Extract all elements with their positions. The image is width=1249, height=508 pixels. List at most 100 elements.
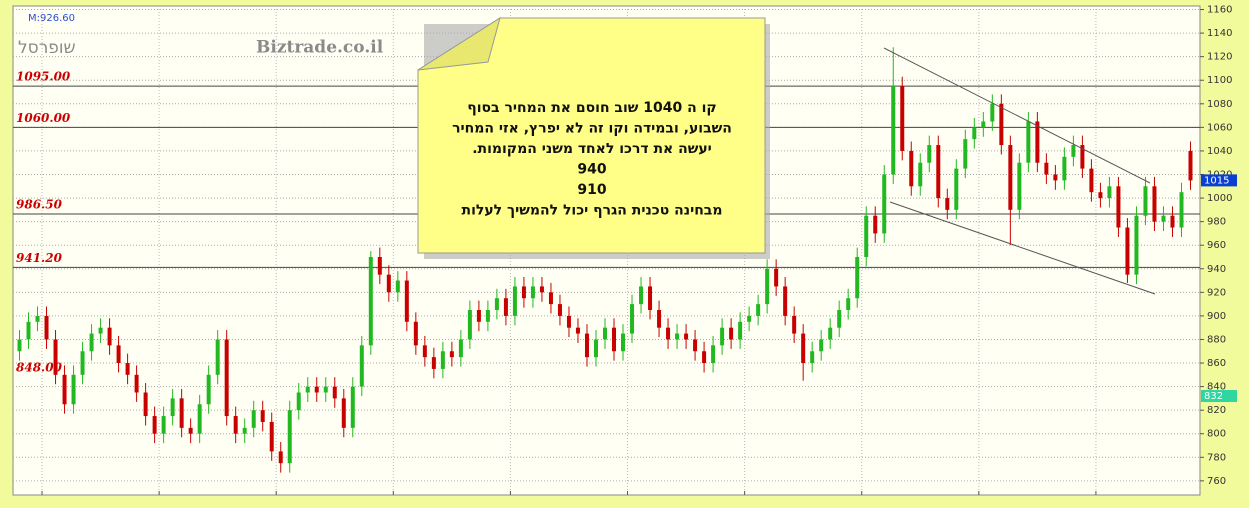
candle-body	[1089, 168, 1094, 193]
y-tick-label: 960	[1207, 240, 1226, 251]
candle-body	[242, 427, 247, 434]
note-line: מבחינה טכנית הגרף יכול להמשיך לעלות	[462, 203, 723, 219]
candle-body	[449, 351, 454, 358]
level-label: 986.50	[16, 197, 63, 211]
y-tick-label: 940	[1207, 264, 1226, 275]
candle-body	[873, 215, 878, 234]
candle-body	[413, 321, 418, 346]
candle-body	[684, 333, 689, 340]
candle-body	[251, 410, 256, 428]
candle-body	[738, 321, 743, 340]
candle-body	[1062, 156, 1067, 181]
candle-body	[936, 145, 941, 199]
note-line: השבוע, ובמידה וקו זה לא יפרץ, אזי המחיר	[452, 121, 732, 137]
candle-body	[1098, 192, 1103, 199]
candle-body	[269, 421, 274, 452]
symbol: שופרסל	[18, 38, 76, 58]
price-tag-label: 1015	[1204, 175, 1229, 186]
candle-body	[233, 416, 238, 434]
candle-body	[963, 139, 968, 169]
candle-body	[1044, 162, 1049, 175]
y-tick-label: 860	[1207, 358, 1226, 369]
candle-body	[116, 345, 121, 364]
candle-body	[467, 310, 472, 340]
candle-body	[44, 315, 49, 340]
candle-body	[17, 339, 22, 352]
candle-body	[990, 103, 995, 122]
candle-body	[224, 339, 229, 417]
candle-body	[341, 398, 346, 428]
candle-body	[855, 256, 860, 299]
candle-body	[71, 374, 76, 405]
note-line: 910	[577, 182, 606, 198]
candles	[17, 47, 1193, 473]
candle-body	[494, 298, 499, 311]
candle-body	[359, 345, 364, 387]
candle-body	[179, 398, 184, 428]
y-tick-label: 1160	[1207, 5, 1232, 16]
y-tick-label: 1140	[1207, 28, 1232, 39]
candle-body	[332, 386, 337, 399]
level-label: 1095.00	[16, 70, 71, 84]
note-line: 940	[577, 162, 606, 178]
candle-body	[1125, 227, 1130, 275]
candle-body	[756, 304, 761, 316]
candle-body	[720, 327, 725, 346]
candle-body	[1035, 121, 1040, 163]
candle-body	[774, 268, 779, 287]
candle-body	[612, 327, 617, 352]
candle-body	[305, 386, 310, 393]
candle-body	[197, 404, 202, 434]
y-tick-label: 1080	[1207, 99, 1232, 110]
candle-body	[377, 256, 382, 275]
candle-body	[864, 215, 869, 257]
candle-body	[1017, 162, 1022, 210]
candle-body	[1161, 215, 1166, 222]
candle-body	[675, 333, 680, 340]
candle-body	[548, 292, 553, 305]
y-tick-label: 1060	[1207, 122, 1232, 133]
y-tick-label: 1000	[1207, 193, 1232, 204]
candle-body	[828, 327, 833, 340]
y-tick-label: 980	[1207, 217, 1226, 228]
note: קו ה 1040 שוב חוסם את המחיר בסוף השבוע, ו…	[417, 16, 770, 259]
y-tick-label: 840	[1207, 382, 1226, 393]
candle-body	[152, 416, 157, 434]
candle-body	[657, 310, 662, 328]
candle-body	[1071, 145, 1076, 157]
candle-body	[593, 339, 598, 358]
candle-body	[260, 410, 265, 422]
candle-body	[98, 327, 103, 334]
y-tick-label: 780	[1207, 452, 1226, 463]
candle-body	[630, 304, 635, 334]
candle-body	[26, 321, 31, 340]
candle-body	[521, 286, 526, 299]
candle-body	[882, 174, 887, 234]
candle-body	[1179, 192, 1184, 228]
y-tick-label: 1040	[1207, 146, 1232, 157]
candle-body	[792, 315, 797, 334]
trend-line	[889, 201, 1156, 295]
indicator: M:926.60	[28, 13, 75, 24]
candle-body	[62, 374, 67, 405]
candle-body	[765, 268, 770, 305]
candle-body	[539, 286, 544, 293]
candle-body	[810, 351, 815, 364]
candle-body	[161, 416, 166, 434]
candle-body	[287, 410, 292, 464]
candle-body	[422, 345, 427, 358]
y-tick-label: 1100	[1207, 75, 1232, 86]
candle-body	[747, 315, 752, 322]
candle-body	[80, 351, 85, 375]
candle-body	[1107, 186, 1112, 199]
candle-body	[1152, 186, 1157, 222]
candle-body	[89, 333, 94, 352]
price-tag	[1201, 390, 1237, 403]
y-tick-label: 1120	[1207, 52, 1232, 63]
candle-body	[999, 103, 1004, 146]
candle-body	[1188, 150, 1193, 181]
candle-body	[909, 150, 914, 187]
candle-body	[819, 339, 824, 352]
candle-body	[404, 280, 409, 322]
